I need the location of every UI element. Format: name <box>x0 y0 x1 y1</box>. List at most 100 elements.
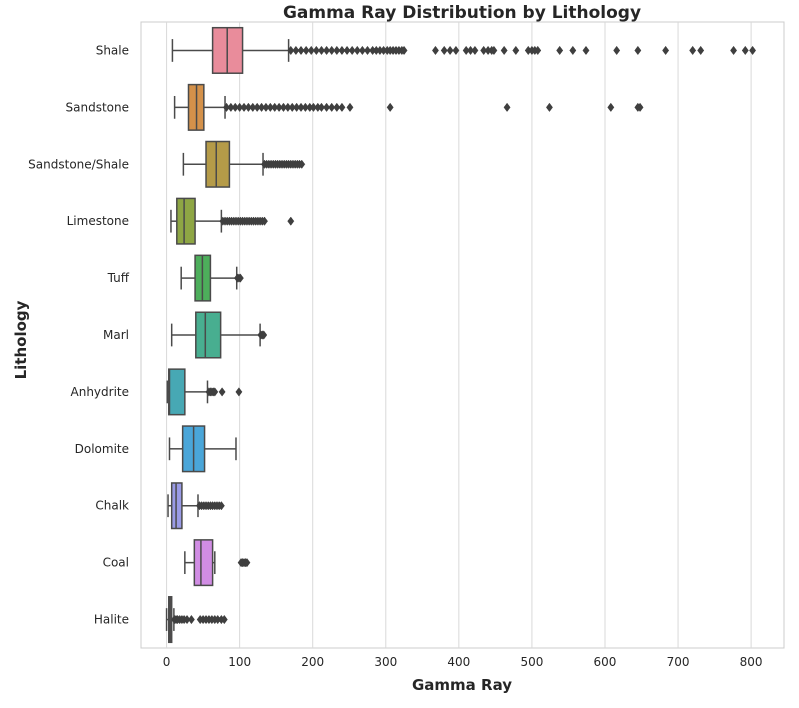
outlier-point <box>302 45 310 56</box>
outlier-point <box>287 216 295 226</box>
box-tuff <box>180 254 244 302</box>
x-tick-labels: 0 100 200 300 400 500 600 700 800 <box>163 655 763 669</box>
grid-lines <box>166 22 752 648</box>
iqr-box <box>176 197 196 245</box>
box-marl <box>170 311 268 359</box>
outlier-point <box>749 45 757 56</box>
x-tick-label: 800 <box>740 655 763 669</box>
y-tick-label: Anhydrite <box>71 385 130 399</box>
outlier-point <box>503 102 511 112</box>
box-halite <box>165 596 228 644</box>
x-tick-label: 600 <box>594 655 617 669</box>
outlier-point <box>512 45 520 56</box>
outlier-point <box>323 45 331 56</box>
outlier-point <box>328 45 336 56</box>
y-tick-labels: Shale Sandstone Sandstone/Shale Limestone Tu… <box>28 43 130 626</box>
x-tick-label: 100 <box>228 655 251 669</box>
outlier-point <box>298 159 306 169</box>
outlier-point <box>297 45 305 56</box>
outlier-point <box>348 45 356 56</box>
x-tick-label: 500 <box>520 655 543 669</box>
outlier-point <box>582 45 590 56</box>
outlier-point <box>328 102 336 112</box>
box-coal <box>184 539 251 587</box>
iqr-box <box>205 140 231 188</box>
outlier-point <box>353 45 361 56</box>
y-tick-label: Sandstone <box>66 100 129 114</box>
box-limestone <box>170 197 295 245</box>
boxes-layer <box>165 26 757 644</box>
y-tick-label: Halite <box>94 613 129 627</box>
outlier-point <box>613 45 621 56</box>
x-tick-label: 700 <box>667 655 690 669</box>
outlier-point <box>730 45 738 56</box>
x-tick-label: 0 <box>163 655 171 669</box>
chart-title: Gamma Ray Distribution by Lithology <box>283 3 641 23</box>
outlier-point <box>634 45 642 56</box>
box-sandstone <box>173 83 644 131</box>
outlier-point <box>318 102 325 112</box>
outlier-point <box>292 45 300 56</box>
outlier-point <box>287 45 295 56</box>
y-tick-label: Limestone <box>67 214 129 228</box>
y-tick-label: Marl <box>103 328 129 342</box>
outlier-point <box>400 45 408 56</box>
outlier-point <box>607 102 615 112</box>
outlier-point <box>343 45 351 56</box>
outlier-point <box>364 45 371 56</box>
outlier-point <box>446 45 454 56</box>
outlier-point <box>556 45 564 56</box>
box-sandstone-shale <box>182 140 306 188</box>
outlier-point <box>338 102 346 112</box>
outlier-point <box>490 45 498 56</box>
outlier-point <box>318 45 325 56</box>
y-tick-label: Coal <box>103 556 129 570</box>
x-axis-label: Gamma Ray <box>412 676 512 694</box>
outlier-point <box>689 45 697 56</box>
x-tick-label: 300 <box>374 655 397 669</box>
outlier-point <box>338 45 346 56</box>
outlier-point <box>235 387 243 397</box>
outlier-point <box>440 45 448 56</box>
y-tick-label: Sandstone/Shale <box>28 157 129 171</box>
outlier-point <box>741 45 749 56</box>
outlier-point <box>569 45 577 56</box>
box-dolomite <box>168 425 237 473</box>
outlier-point <box>500 45 508 56</box>
outlier-point <box>386 102 394 112</box>
outlier-point <box>545 102 553 112</box>
outlier-point <box>432 45 439 56</box>
outlier-point <box>261 216 268 226</box>
outlier-point <box>220 614 228 625</box>
box-anhydrite <box>166 368 243 416</box>
outlier-point <box>236 273 244 283</box>
y-tick-label: Dolomite <box>75 442 129 456</box>
x-tick-label: 200 <box>301 655 324 669</box>
outlier-point <box>358 45 366 56</box>
outlier-point <box>218 387 226 397</box>
x-tick-label: 400 <box>447 655 470 669</box>
iqr-box <box>168 368 186 416</box>
outlier-point <box>323 102 331 112</box>
box-shale <box>171 26 757 74</box>
outlier-point <box>211 387 219 397</box>
iqr-box <box>195 311 222 359</box>
outlier-point <box>636 102 644 112</box>
y-tick-label: Tuff <box>107 271 130 285</box>
outlier-point <box>534 45 542 56</box>
outlier-point <box>260 330 268 340</box>
outlier-point <box>312 45 320 56</box>
y-tick-label: Shale <box>96 43 129 57</box>
y-tick-label: Chalk <box>95 499 129 513</box>
outlier-point <box>333 45 341 56</box>
outlier-point <box>307 45 315 56</box>
outlier-point <box>333 102 341 112</box>
iqr-box <box>193 539 214 587</box>
outlier-point <box>187 614 195 625</box>
outlier-point <box>217 501 225 511</box>
box-chalk <box>167 482 225 530</box>
outlier-point <box>346 102 354 112</box>
outlier-point <box>471 45 479 56</box>
outlier-point <box>662 45 670 56</box>
